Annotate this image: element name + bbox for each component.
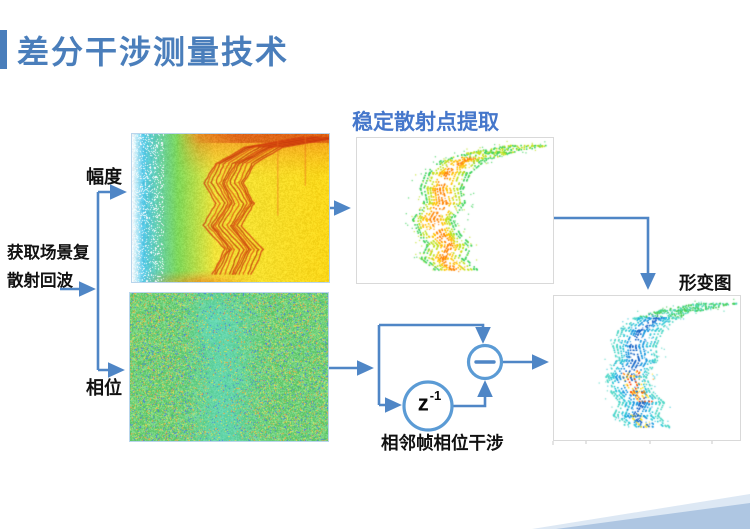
arrow-delay-to-subtractor: [452, 380, 493, 408]
deformation-image: [554, 296, 740, 440]
source-echo-label: 获取场景复 散射回波: [7, 239, 90, 295]
arrow-stable-to-deformation: [554, 216, 656, 290]
phase-image-frame: [129, 292, 329, 442]
delay-base: z: [417, 390, 429, 416]
corner-wedge-dark: [556, 503, 750, 529]
title-accent-bar: [0, 30, 7, 69]
deformation-panel: [553, 295, 741, 441]
arrow-direct-to-subtractor: [379, 323, 491, 344]
interference-label: 相邻帧相位干涉: [381, 433, 504, 453]
stable-extraction-label: 稳定散射点提取: [352, 111, 499, 134]
subtractor-node-circle: [466, 343, 504, 381]
source-echo-line2: 散射回波: [7, 271, 73, 291]
deformation-label: 形变图: [679, 273, 732, 293]
corner-wedge-light: [532, 494, 750, 529]
stable-points-panel: [356, 137, 554, 284]
stable-points-image: [357, 138, 553, 283]
amplitude-image-frame: [131, 133, 330, 283]
deformation-axis-ticks: [552, 441, 713, 445]
source-echo-line1: 获取场景复: [7, 243, 90, 262]
delay-exponent: -1: [429, 388, 442, 403]
delay-node-label: z-1: [411, 388, 447, 416]
amplitude-label: 幅度: [86, 167, 122, 187]
phase-image: [130, 293, 328, 441]
phase-label: 相位: [86, 378, 122, 398]
amplitude-image: [132, 134, 329, 282]
page-title: 差分干涉测量技术: [17, 34, 290, 70]
